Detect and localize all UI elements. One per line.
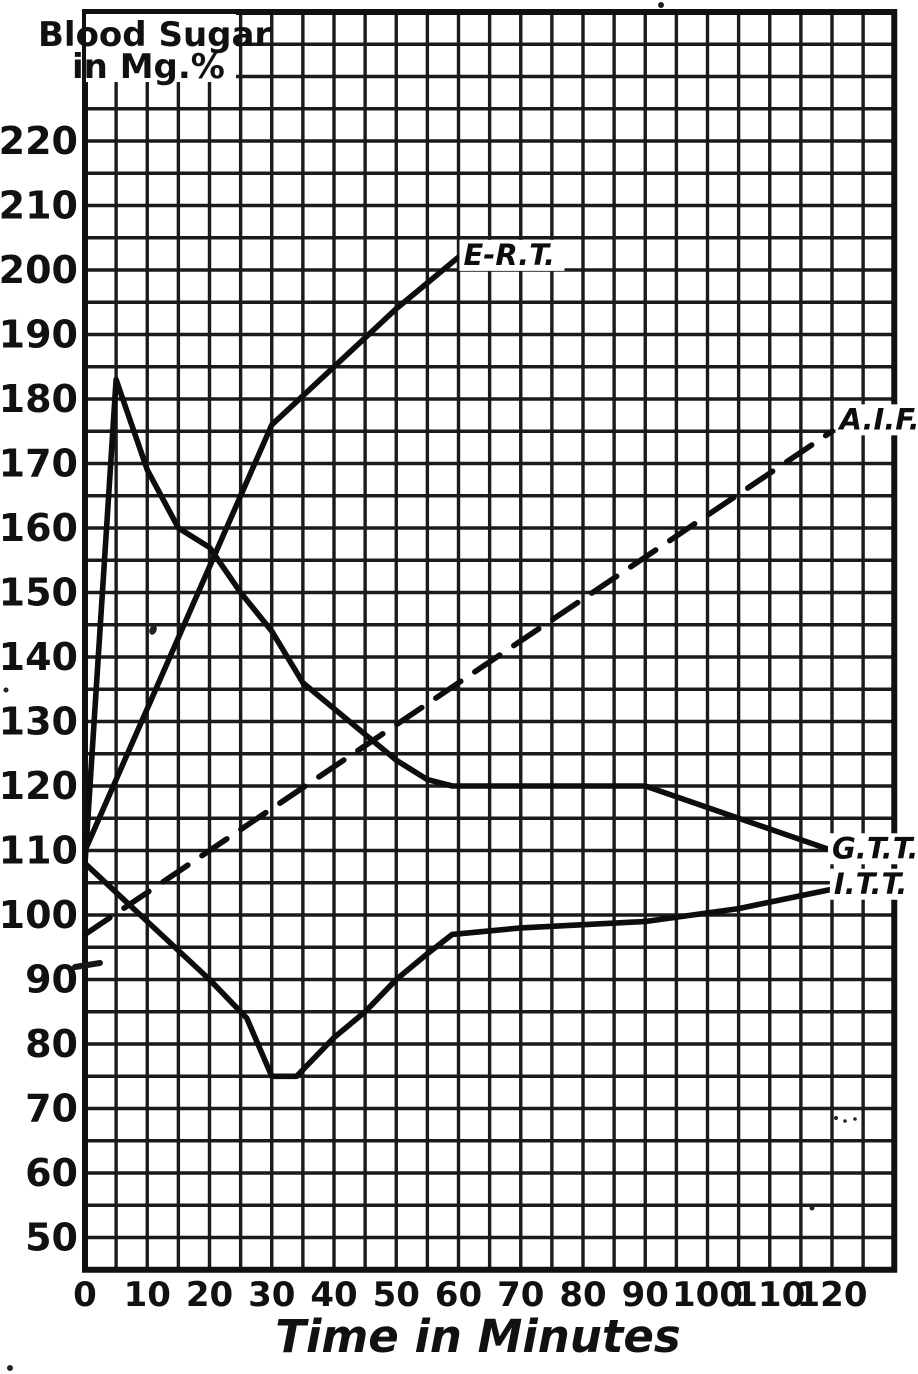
x-axis-tick-label: 0 xyxy=(73,1275,97,1315)
y-axis-tick-label: 190 xyxy=(0,313,78,357)
print-speckles xyxy=(3,2,857,1371)
x-axis-tick-label: 70 xyxy=(497,1275,544,1315)
series-ert-line xyxy=(82,254,462,854)
x-axis-tick-label: 50 xyxy=(373,1275,420,1315)
series-gtt-line xyxy=(82,376,835,867)
dot-speckle xyxy=(809,1205,815,1211)
x-axis-tick-label: 40 xyxy=(310,1275,357,1315)
x-axis-tick-label: 30 xyxy=(248,1275,295,1315)
chart-title-line1: Blood Sugar xyxy=(38,15,271,55)
chart-curves xyxy=(82,254,835,1080)
dot-speckle xyxy=(834,1116,838,1120)
dot-speckle xyxy=(843,1119,847,1123)
x-axis-tick-label: 110 xyxy=(734,1275,805,1315)
dot-speckle xyxy=(853,1117,857,1121)
y-axis-tick-label: 200 xyxy=(0,248,78,292)
x-axis-tick-label: 90 xyxy=(622,1275,669,1315)
y-axis-tick-label: 90 xyxy=(25,958,78,1002)
x-axis-tick-label: 20 xyxy=(186,1275,233,1315)
dot-speckle xyxy=(7,1365,13,1371)
x-axis-title: Time in Minutes xyxy=(275,1310,680,1363)
y-axis-tick-label: 60 xyxy=(25,1151,78,1195)
curve-label-ert: E-R.T. xyxy=(463,238,555,272)
y-axis-tick-label: 100 xyxy=(0,893,78,937)
x-axis-tick-label: 100 xyxy=(672,1275,743,1315)
y-axis-tick-label: 160 xyxy=(0,506,78,550)
comma-speckle xyxy=(149,625,157,635)
y-axis-tick-label: 130 xyxy=(0,700,78,744)
curve-label-halo xyxy=(829,868,918,900)
y-axis-tick-label: 120 xyxy=(0,764,78,808)
y-axis-tick-label: 180 xyxy=(0,377,78,421)
title-halo xyxy=(86,14,236,82)
plot-border xyxy=(82,9,898,1273)
plot-grid xyxy=(83,10,896,1272)
curve-label-gtt: G.T.T. xyxy=(832,831,918,865)
y-axis-tick-label: 150 xyxy=(0,571,78,615)
curve-labels: E-R.T. G.T.T.I.T.T. A.I.F. xyxy=(459,238,918,901)
curve-label-itt: I.T.T. xyxy=(834,867,908,901)
y-axis-tick-label: 140 xyxy=(0,635,78,679)
x-axis-tick-label: 60 xyxy=(435,1275,482,1315)
curve-label-halo xyxy=(835,404,918,436)
y-axis-tick-label: 220 xyxy=(0,119,78,163)
stray-dash-speckle xyxy=(72,960,103,970)
y-axis-tick-label: 50 xyxy=(25,1216,78,1260)
curve-label-halo xyxy=(459,239,565,271)
curve-label-halo xyxy=(828,833,918,865)
x-axis-tick-label: 120 xyxy=(797,1275,868,1315)
series-aif-line xyxy=(82,428,835,938)
y-axis-tick-label: 70 xyxy=(25,1087,78,1131)
y-axis-tick-label: 170 xyxy=(0,442,78,486)
x-axis-tick-label: 80 xyxy=(559,1275,606,1315)
curve-label-aif: A.I.F. xyxy=(837,402,918,436)
y-axis-tick-label: 210 xyxy=(0,184,78,228)
x-axis-tick-label: 10 xyxy=(124,1275,171,1315)
dot-speckle xyxy=(3,687,9,693)
y-axis-tick-labels: 50 60 70 80 90 100 110 120 130 140 150 160 170 180 190… xyxy=(0,119,78,1260)
series-itt-line xyxy=(82,860,835,1080)
chart-title-line2: in Mg.% xyxy=(72,47,225,87)
dot-speckle xyxy=(658,2,664,8)
y-axis-tick-label: 110 xyxy=(0,829,78,873)
y-axis-tick-label: 80 xyxy=(25,1022,78,1066)
